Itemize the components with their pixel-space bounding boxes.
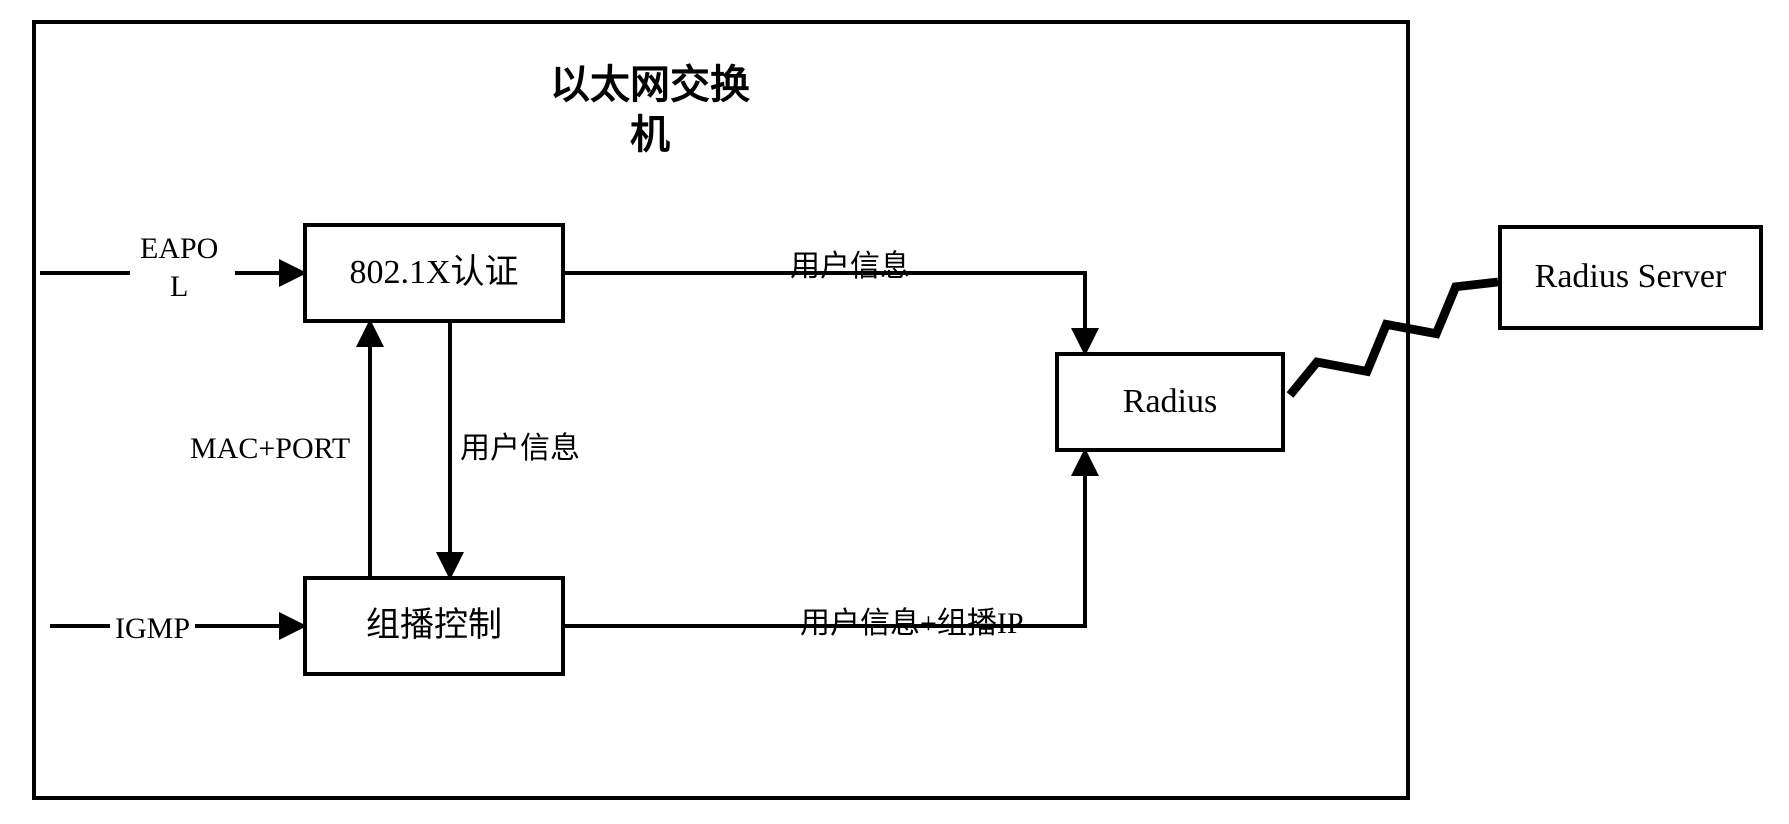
zigzag-connector [1290,282,1498,395]
auth-to-radius [565,273,1085,352]
mcast-to-radius [565,452,1085,626]
diagram-canvas: 以太网交换 机 802.1X认证 组播控制 Radius Radius Serv… [0,0,1789,824]
connector-layer [0,0,1789,824]
